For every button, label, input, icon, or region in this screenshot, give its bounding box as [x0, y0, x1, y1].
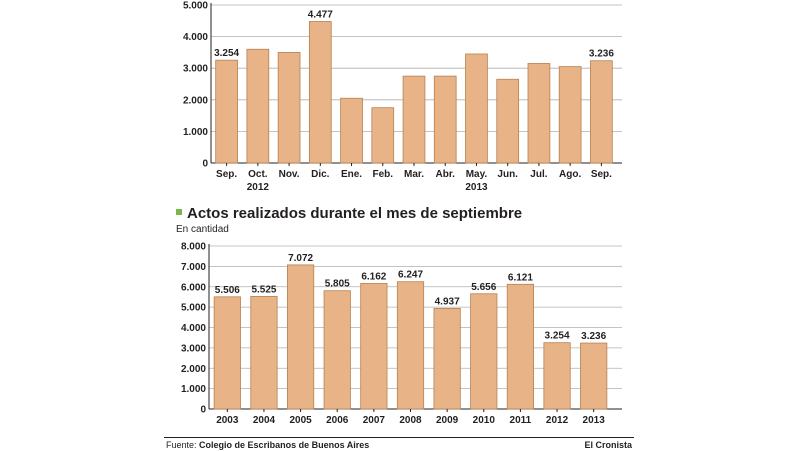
- bar: [323, 290, 351, 410]
- source-value: Colegio de Escribanos de Buenos Aires: [199, 440, 370, 450]
- bar: [360, 283, 388, 410]
- y-tick-label: 6.000: [181, 282, 206, 293]
- bar: [340, 97, 363, 164]
- category-label: Jun.: [497, 169, 518, 180]
- bar: [590, 60, 613, 164]
- bar: [506, 283, 534, 410]
- bar: [470, 293, 498, 410]
- category-label: 2012: [546, 415, 569, 426]
- data-label: 3.236: [581, 331, 606, 342]
- category-label: Oct.: [248, 169, 268, 180]
- bar: [433, 75, 457, 164]
- y-tick-label: 2.000: [183, 95, 208, 106]
- brand-label: El Cronista: [584, 440, 632, 450]
- footer: Fuente: Colegio de Escribanos de Buenos …: [164, 437, 634, 451]
- category-label: Nov.: [279, 169, 300, 180]
- category-label: 2004: [253, 415, 276, 426]
- category-label: Jul.: [530, 169, 547, 180]
- bar: [433, 308, 461, 410]
- bar: [371, 107, 395, 164]
- source-label: Fuente:: [166, 440, 197, 450]
- category-label: 2010: [473, 415, 496, 426]
- bar: [308, 21, 332, 164]
- y-tick-label: 4.000: [183, 32, 208, 43]
- category-label: 2003: [216, 415, 239, 426]
- category-label: 2005: [289, 415, 312, 426]
- category-label: Ene.: [341, 169, 362, 180]
- category-label: 2009: [436, 415, 459, 426]
- data-label: 5.506: [215, 285, 240, 296]
- data-label: 3.236: [589, 49, 614, 60]
- monthly-acts-chart: 0 1.000 2.000 3.000 4.000 5.000 3.254 Sep. Oct. 2…: [183, 1, 622, 193]
- y-tick-label: 8.000: [181, 242, 206, 253]
- bar: [580, 342, 608, 410]
- data-label: 4.477: [308, 10, 333, 21]
- y-tick-label: 1.000: [181, 384, 206, 395]
- bar: [215, 59, 238, 164]
- bar: [543, 342, 571, 410]
- category-label: 2013: [583, 415, 606, 426]
- category-label: May.: [466, 169, 488, 180]
- data-label: 3.254: [545, 331, 570, 342]
- bar: [287, 264, 315, 410]
- bar: [558, 66, 582, 164]
- bar: [246, 48, 270, 164]
- data-label: 5.656: [471, 282, 496, 293]
- category-label: Feb.: [372, 169, 393, 180]
- y-tick-label: 0: [202, 159, 208, 170]
- chart2-title-text: Actos realizados durante el mes de septi…: [187, 205, 523, 222]
- category-label: Sep.: [216, 169, 237, 180]
- data-label: 5.805: [325, 279, 350, 290]
- category-label: Ago.: [559, 169, 581, 180]
- y-tick-label: 3.000: [181, 343, 206, 354]
- category-label: 2011: [510, 415, 532, 426]
- category-label: Mar.: [404, 169, 424, 180]
- chart2-subtitle: En cantidad: [176, 224, 229, 235]
- category-year-label: 2013: [465, 182, 488, 193]
- legend-marker: [176, 209, 182, 216]
- y-tick-label: 3.000: [183, 64, 208, 75]
- bar: [402, 75, 426, 164]
- category-label: 2007: [363, 415, 386, 426]
- september-acts-chart: 0 1.000 2.000 3.000 4.000 5.000 6.000 7.000 8.00…: [181, 242, 622, 426]
- bar: [496, 78, 520, 164]
- bar: [277, 52, 301, 164]
- bar: [527, 63, 551, 164]
- data-label: 6.121: [508, 272, 533, 283]
- category-label: 2006: [326, 415, 349, 426]
- data-label: 3.254: [214, 48, 239, 59]
- source-note: Fuente: Colegio de Escribanos de Buenos …: [166, 440, 369, 450]
- category-label: Dic.: [311, 169, 330, 180]
- category-year-label: 2012: [247, 182, 270, 193]
- data-label: 5.525: [251, 284, 276, 295]
- y-tick-label: 5.000: [181, 303, 206, 314]
- y-tick-label: 1.000: [183, 127, 208, 138]
- bar: [396, 281, 425, 410]
- bar: [213, 296, 241, 410]
- chart2-title: Actos realizados durante el mes de septi…: [176, 205, 522, 222]
- data-label: 4.937: [435, 296, 460, 307]
- data-label: 7.072: [288, 253, 313, 264]
- y-tick-label: 0: [200, 405, 206, 416]
- y-tick-label: 5.000: [183, 1, 208, 12]
- y-tick-label: 7.000: [181, 262, 206, 273]
- category-label: Abr.: [436, 169, 456, 180]
- bar: [465, 53, 488, 164]
- y-tick-label: 2.000: [181, 364, 206, 375]
- y-tick-label: 4.000: [181, 323, 206, 334]
- category-label: 2008: [399, 415, 422, 426]
- category-label: Sep.: [591, 169, 612, 180]
- data-label: 6.247: [398, 270, 423, 281]
- data-label: 6.162: [361, 271, 386, 282]
- bar: [250, 296, 278, 410]
